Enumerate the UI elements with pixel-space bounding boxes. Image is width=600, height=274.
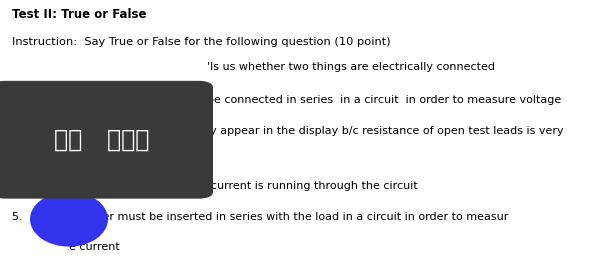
Text: e current: e current xyxy=(69,242,120,252)
Text: ቃኙ   ኣርቶ: ቃኙ ኣርቶ xyxy=(55,128,149,152)
Text: ly appear in the display b/c resistance of open test leads is very: ly appear in the display b/c resistance … xyxy=(207,126,563,136)
Text: Test II: True or False: Test II: True or False xyxy=(12,8,146,21)
Text: Instruction:  Say True or False for the following question (10 point): Instruction: Say True or False for the f… xyxy=(12,37,391,47)
Text: 'ls us whether two things are electrically connected: 'ls us whether two things are electrical… xyxy=(207,62,495,72)
Text: high.: high. xyxy=(69,155,97,165)
Ellipse shape xyxy=(30,192,108,247)
Text: 4.    n, a continuity test make sure  current is running through the circuit: 4. n, a continuity test make sure curren… xyxy=(12,181,418,191)
FancyBboxPatch shape xyxy=(0,81,213,199)
Text: 5.    A multi-meter must be inserted in series with the load in a circuit in ord: 5. A multi-meter must be inserted in ser… xyxy=(12,212,508,222)
Polygon shape xyxy=(56,179,82,195)
Text: be connected in series  in a circuit  in order to measure voltage: be connected in series in a circuit in o… xyxy=(207,95,561,104)
